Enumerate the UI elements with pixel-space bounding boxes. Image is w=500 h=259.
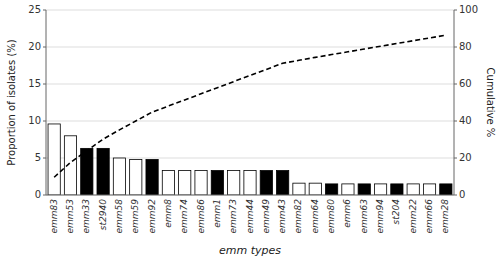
plot-area <box>48 35 452 195</box>
x-tick-label: emm66 <box>424 199 434 234</box>
grid-line <box>46 84 454 85</box>
x-tick-label: emm94 <box>375 199 385 234</box>
y2-tick <box>454 121 457 122</box>
x-tick-label: emm49 <box>261 199 271 234</box>
bar <box>374 184 386 195</box>
bar <box>81 148 93 195</box>
x-tick-label: emm83 <box>49 199 59 234</box>
bar <box>179 171 191 195</box>
bar <box>391 184 403 195</box>
x-tick-label: emm58 <box>114 199 124 234</box>
bar <box>195 171 207 195</box>
x-tick-label: emm6 <box>342 199 352 228</box>
grid-line <box>46 10 454 11</box>
x-tick-label: emm1 <box>212 199 222 228</box>
y2-axis-line <box>454 10 455 195</box>
y2-tick-label: 20 <box>459 152 472 163</box>
x-tick-label: emm92 <box>147 199 157 234</box>
bar <box>440 184 452 195</box>
x-tick-label: st2940 <box>98 199 108 230</box>
bar <box>309 183 321 195</box>
x-tick-label: emm86 <box>196 199 206 234</box>
y2-tick-label: 40 <box>459 115 472 126</box>
x-tick-label: emm80 <box>326 199 336 234</box>
bar <box>211 171 223 195</box>
x-tick-label: emm63 <box>359 199 369 234</box>
chart: 0 5 10 15 20 25 0 20 40 60 80 100 emm83 emm53 emm33 st2… <box>0 0 500 259</box>
bar <box>325 184 337 195</box>
bar <box>97 148 109 195</box>
bar <box>293 183 305 195</box>
x-tick-label: emm22 <box>408 199 418 234</box>
y2-tick <box>454 84 457 85</box>
y2-tick <box>454 158 457 159</box>
y-tick <box>43 84 46 85</box>
y-tick-label: 10 <box>28 115 41 126</box>
y2-axis-title: Cumulative % <box>485 68 496 138</box>
y2-tick <box>454 47 457 48</box>
y-tick <box>43 47 46 48</box>
bar <box>48 124 60 195</box>
grid-line <box>46 121 454 122</box>
y2-tick <box>454 10 457 11</box>
x-tick-label: st204 <box>391 199 401 225</box>
bar <box>260 171 272 195</box>
x-tick-label: emm59 <box>130 199 140 234</box>
y-axis-title: Proportion of isolates (%) <box>6 39 17 165</box>
y2-tick-label: 80 <box>459 41 472 52</box>
bar <box>342 184 354 195</box>
x-tick-label: emm53 <box>65 199 75 234</box>
bar <box>358 184 370 195</box>
bar <box>162 171 174 195</box>
y2-tick <box>454 195 457 196</box>
y-tick-label: 20 <box>28 41 41 52</box>
y-tick-label: 15 <box>28 78 41 89</box>
cumulative-line <box>54 35 446 177</box>
bar <box>130 159 142 195</box>
bar <box>244 171 256 195</box>
x-tick-label: emm8 <box>163 199 173 228</box>
x-tick-label: emm73 <box>228 199 238 234</box>
y-tick-label: 5 <box>35 152 41 163</box>
grid-line <box>46 47 454 48</box>
y2-tick-label: 0 <box>459 189 465 200</box>
x-tick-label: emm74 <box>179 199 189 234</box>
y-tick <box>43 158 46 159</box>
y-tick <box>43 121 46 122</box>
y-tick-label: 25 <box>28 4 41 15</box>
x-tick-label: emm82 <box>293 199 303 234</box>
x-axis-title: emm types <box>219 244 281 257</box>
y-tick-label: 0 <box>35 189 41 200</box>
bar <box>407 184 419 195</box>
x-axis-line <box>46 195 454 196</box>
y2-tick-label: 100 <box>459 4 478 15</box>
grid-line <box>46 195 454 196</box>
bar <box>277 171 289 195</box>
y2-tick-label: 60 <box>459 78 472 89</box>
y-axis-line <box>46 10 47 195</box>
x-tick-label: emm64 <box>310 199 320 234</box>
bar <box>113 158 125 195</box>
bar <box>423 184 435 195</box>
x-tick-label: emm28 <box>440 199 450 234</box>
y-tick <box>43 10 46 11</box>
x-tick-label: emm44 <box>245 199 255 234</box>
x-tick-label: emm33 <box>81 199 91 234</box>
bar <box>146 159 158 195</box>
bar <box>228 171 240 195</box>
x-tick-label: emm43 <box>277 199 287 234</box>
y-tick <box>43 195 46 196</box>
